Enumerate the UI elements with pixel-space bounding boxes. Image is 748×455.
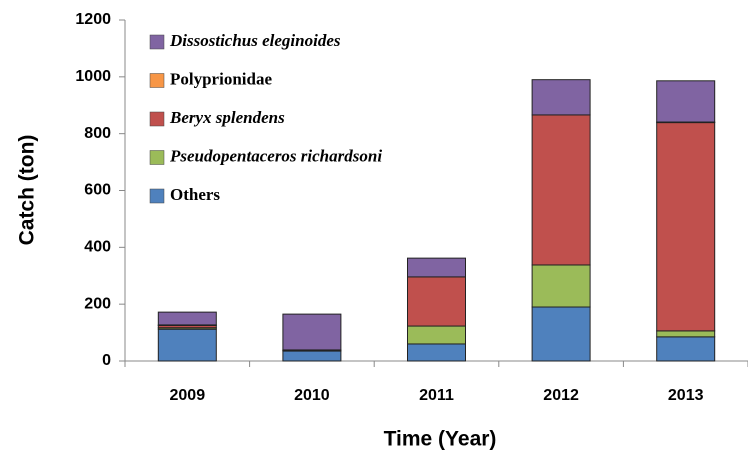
x-tick-label: 2010 xyxy=(294,387,330,404)
y-tick-label: 600 xyxy=(84,182,111,199)
x-axis-title: Time (Year) xyxy=(384,428,497,451)
legend-swatch xyxy=(149,34,165,50)
y-tick-label: 1000 xyxy=(75,68,111,85)
legend-swatch xyxy=(149,73,165,88)
x-tick-label: 2009 xyxy=(170,387,206,404)
bar-segment xyxy=(531,114,591,266)
legend-label: Dissostichus eleginoides xyxy=(169,31,341,50)
x-tick-label: 2011 xyxy=(419,387,454,404)
legend-label: Pseudopentaceros richardsoni xyxy=(169,146,382,165)
bar-segment xyxy=(656,122,716,332)
bar-segment xyxy=(407,276,466,327)
bar-segment xyxy=(407,257,466,278)
x-tick-label: 2012 xyxy=(543,387,579,404)
y-tick-label: 400 xyxy=(84,239,111,256)
bar-segment xyxy=(157,328,217,362)
bar-segment xyxy=(282,313,342,351)
bar-segment xyxy=(531,264,591,308)
bar-segment xyxy=(407,343,466,362)
x-tick-label: 2013 xyxy=(668,387,704,404)
bar-segment xyxy=(157,311,217,326)
y-tick-label: 1200 xyxy=(75,11,111,28)
legend-label: Polyprionidae xyxy=(170,69,272,88)
y-tick-label: 0 xyxy=(102,352,111,369)
legend-swatch xyxy=(149,111,165,127)
y-tick-label: 200 xyxy=(84,295,111,312)
y-tick-label: 800 xyxy=(84,125,111,142)
legend-label: Beryx splendens xyxy=(169,108,285,127)
legend-swatch xyxy=(149,188,165,204)
bar-segment xyxy=(407,325,466,345)
bar-segment xyxy=(531,79,591,116)
legend-swatch xyxy=(149,150,165,165)
bar-segment xyxy=(531,306,591,362)
bar-segment xyxy=(656,336,716,362)
bar-segment xyxy=(656,330,716,338)
bar-segment xyxy=(282,350,342,362)
bar-segment xyxy=(656,80,716,123)
legend-label: Others xyxy=(170,185,220,204)
y-axis-title: Catch (ton) xyxy=(16,135,39,246)
